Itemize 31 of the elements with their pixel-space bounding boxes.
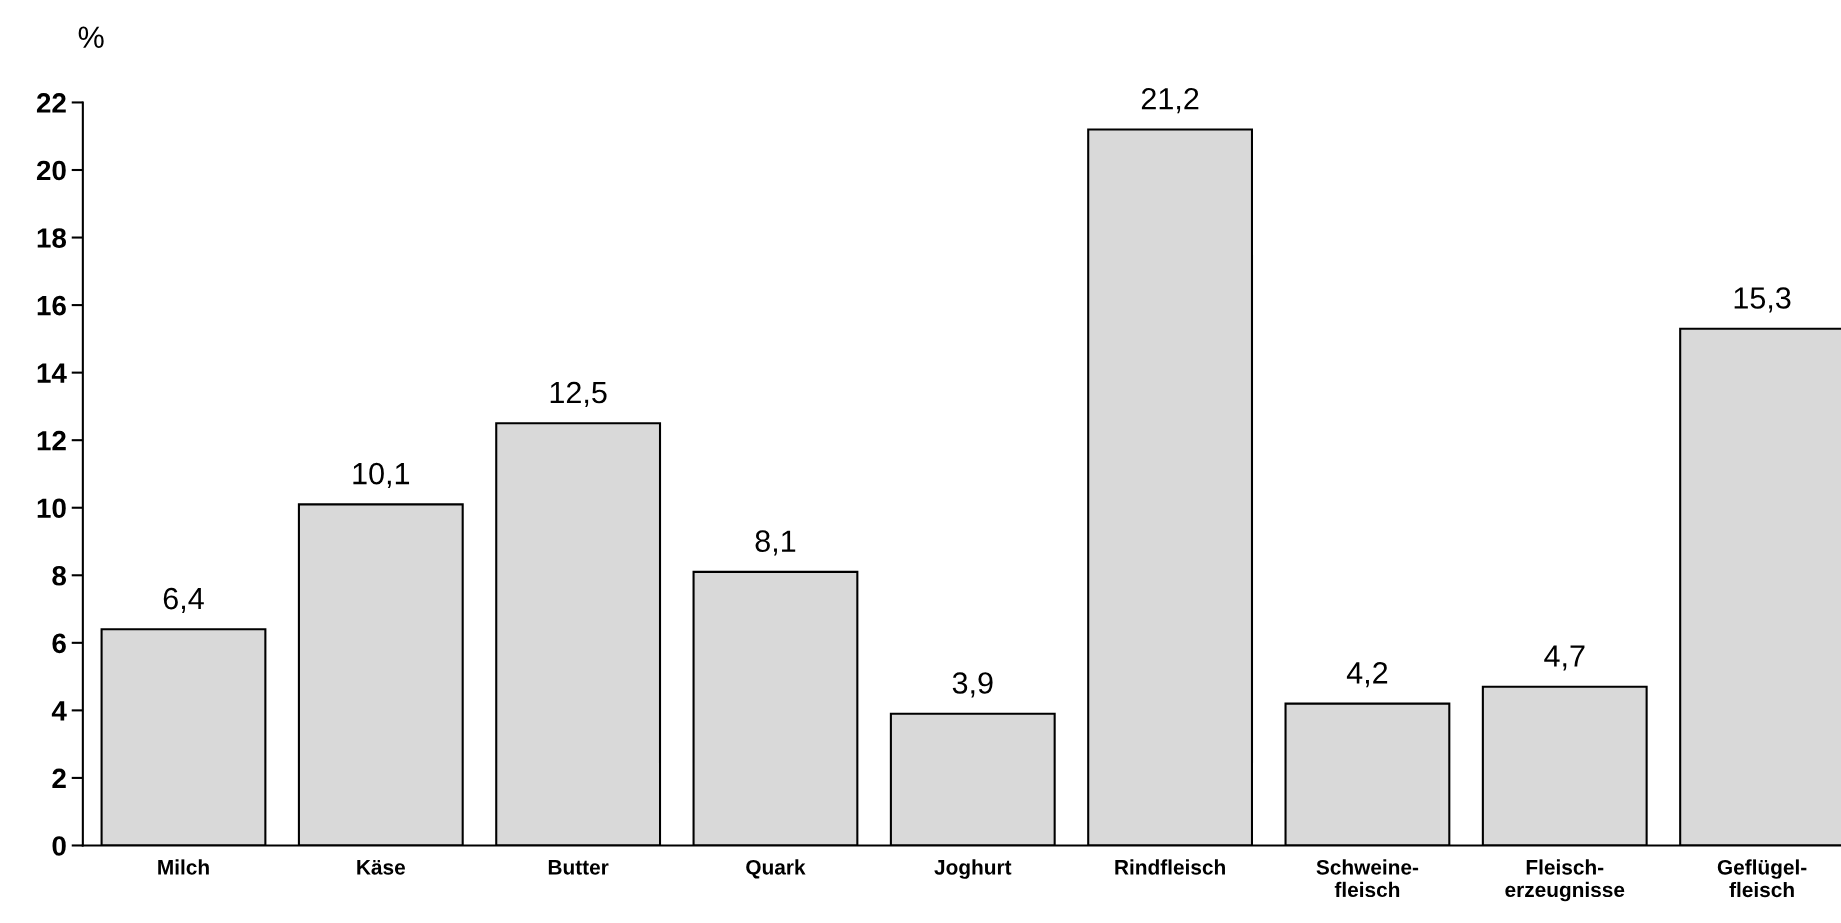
- x-tick-label: Quark: [746, 859, 806, 879]
- data-label: 12,5: [550, 381, 607, 407]
- x-tick-label: Geflügel- fleisch: [1717, 859, 1807, 898]
- y-tick-label: 20: [36, 160, 66, 181]
- y-tick-label: 6: [52, 633, 66, 654]
- x-tick-label: Rindfleisch: [1115, 859, 1225, 875]
- y-tick-label: 2: [52, 768, 66, 788]
- y-tick-label: 22: [36, 93, 66, 113]
- data-label: 3,9: [952, 672, 993, 698]
- data-label: 8,1: [755, 530, 796, 556]
- data-label: 15,3: [1734, 287, 1791, 313]
- x-tick-label: Schweine- fleisch: [1316, 859, 1419, 898]
- y-tick-label: 8: [52, 565, 67, 586]
- y-tick-label: 16: [37, 295, 66, 316]
- y-tick-label: 10: [37, 498, 66, 519]
- x-tick-label: Milch: [158, 859, 209, 875]
- y-tick-label: 18: [37, 228, 67, 248]
- y-tick-label: 4: [51, 701, 67, 721]
- x-tick-label: Fleisch- erzeugnisse: [1505, 859, 1625, 902]
- data-label: 4,7: [1544, 645, 1585, 671]
- x-tick-label: Käse: [357, 860, 405, 875]
- data-label: 6,4: [163, 587, 204, 613]
- data-label: 4,2: [1346, 662, 1388, 688]
- y-axis-title: %: [78, 26, 104, 48]
- data-label: 21,2: [1141, 87, 1199, 114]
- y-tick-label: 12: [37, 430, 66, 451]
- y-tick-label: 0: [52, 836, 66, 856]
- x-tick-label: Joghurt: [934, 859, 1012, 879]
- y-tick-label: 14: [37, 363, 67, 383]
- data-label: 10,1: [353, 462, 410, 489]
- x-tick-label: Butter: [548, 860, 609, 875]
